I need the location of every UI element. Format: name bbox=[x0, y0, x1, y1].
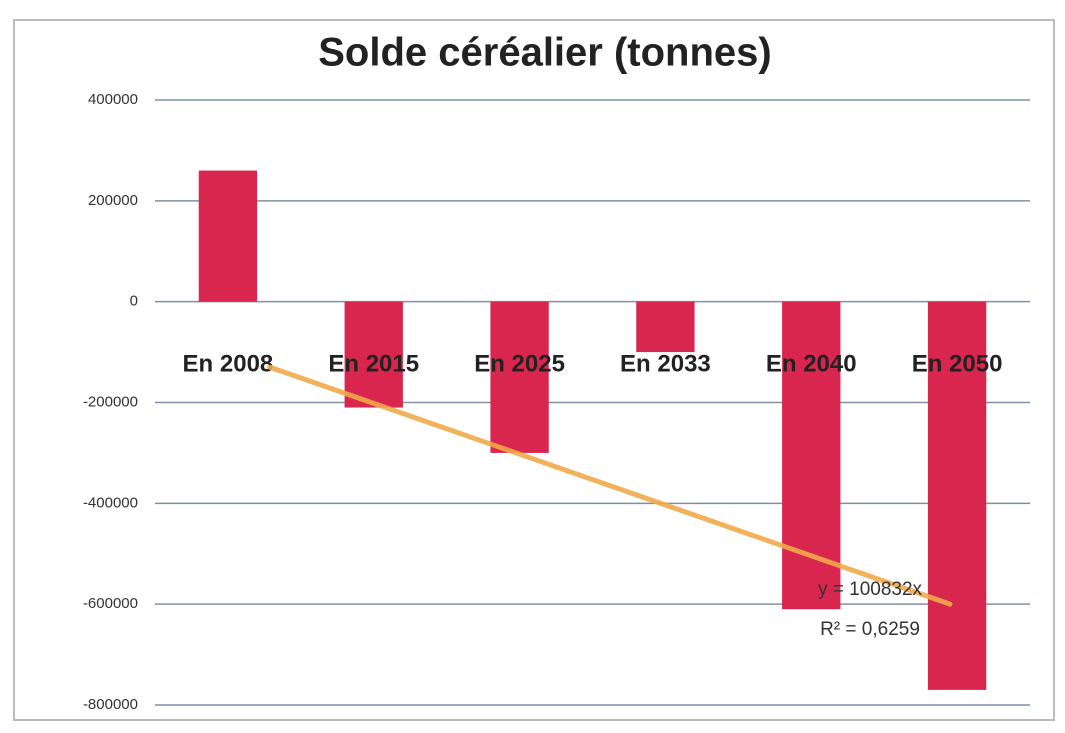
x-tick-label: En 2025 bbox=[474, 350, 565, 377]
bar bbox=[636, 301, 695, 353]
y-tick-label: -600000 bbox=[83, 595, 138, 612]
y-tick-label: -800000 bbox=[83, 696, 138, 713]
x-tick-label: En 2033 bbox=[620, 350, 711, 377]
bar bbox=[198, 170, 258, 302]
x-tick-label: En 2050 bbox=[912, 350, 1003, 377]
y-tick-label: 400000 bbox=[88, 91, 138, 108]
trend-r-squared: R² = 0,6259 bbox=[820, 619, 920, 640]
x-tick-label: En 2015 bbox=[328, 350, 419, 377]
chart-title: Solde céréalier (tonnes) bbox=[318, 31, 771, 75]
y-tick-label: 200000 bbox=[88, 192, 138, 209]
trend-equation: y = 100832x bbox=[818, 579, 923, 600]
bar bbox=[490, 301, 549, 453]
y-tick-label: -200000 bbox=[83, 393, 138, 410]
x-tick-label: En 2008 bbox=[183, 350, 274, 377]
trendline bbox=[267, 364, 953, 607]
bar bbox=[344, 301, 403, 408]
y-tick-label: 0 bbox=[130, 293, 138, 310]
y-tick-label: -400000 bbox=[83, 494, 138, 511]
x-tick-label: En 2040 bbox=[766, 350, 857, 377]
bar bbox=[927, 301, 987, 690]
